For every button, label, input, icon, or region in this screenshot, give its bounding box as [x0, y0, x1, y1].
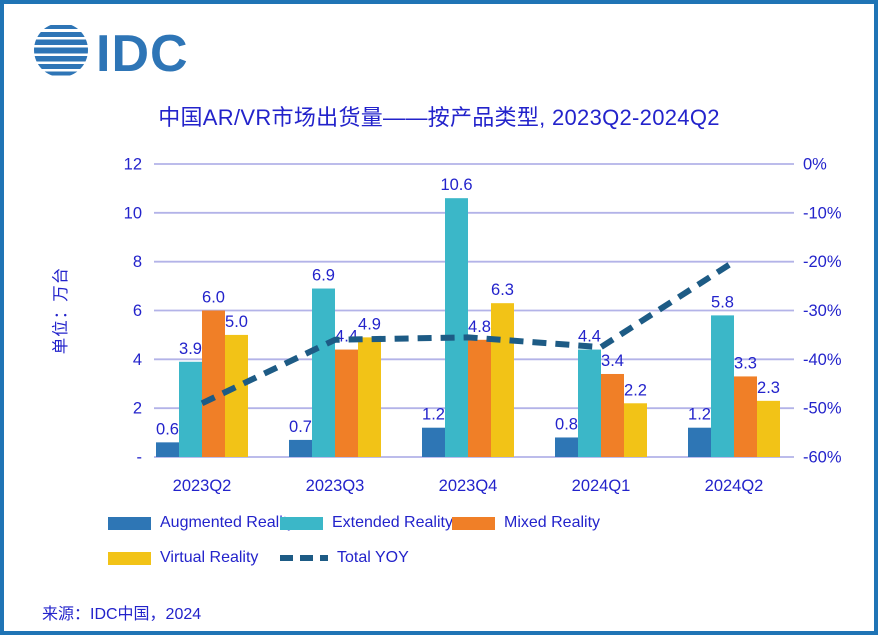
x-axis-label: 2023Q4	[439, 477, 498, 495]
y-left-tick: 6	[133, 302, 142, 320]
bar-extended-reality-2024Q2	[711, 315, 734, 457]
line-total-yoy	[200, 259, 736, 406]
bar-virtual-reality-2024Q1	[624, 403, 647, 457]
y-right-tick: -20%	[803, 253, 842, 271]
data-label-augmented-reality-2023Q3: 0.7	[289, 418, 312, 436]
bar-augmented-reality-2023Q3	[289, 439, 312, 457]
legend-dash-swatch	[280, 555, 328, 561]
bar-mixed-reality-2023Q4	[468, 339, 491, 457]
bar-augmented-reality-2024Q2	[688, 427, 711, 457]
y-left-tick: -	[137, 449, 143, 467]
data-label-augmented-reality-2023Q4: 1.2	[422, 406, 445, 424]
data-label-extended-reality-2024Q2: 5.8	[711, 293, 734, 311]
data-label-virtual-reality-2024Q1: 2.2	[624, 381, 647, 399]
legend-label: Extended Reality	[332, 514, 453, 531]
data-label-extended-reality-2023Q3: 6.9	[312, 267, 335, 285]
chart-plot-area: 12 0% 10 -10% 8 -20% 6 -30% 4 -40% 2 -50% - -60% 单位：万台…	[51, 156, 842, 496]
bar-virtual-reality-2024Q2	[757, 400, 780, 457]
y-left-tick: 8	[133, 253, 142, 271]
data-label-mixed-reality-2023Q2: 6.0	[202, 289, 225, 307]
globe-icon	[34, 25, 88, 76]
legend-color-swatch	[452, 516, 495, 530]
x-axis-label: 2024Q1	[572, 477, 631, 495]
data-label-virtual-reality-2023Q4: 6.3	[491, 281, 514, 299]
bar-virtual-reality-2023Q3	[358, 337, 381, 457]
bar-augmented-reality-2023Q4	[422, 427, 445, 457]
legend-label: Augmented Reality	[160, 514, 296, 531]
data-label-extended-reality-2023Q2: 3.9	[179, 340, 202, 358]
y-left-tick: 2	[133, 400, 142, 418]
logo-text: IDC	[96, 25, 189, 83]
bar-extended-reality-2024Q1	[578, 349, 601, 457]
bar-extended-reality-2023Q4	[445, 198, 468, 457]
bar-augmented-reality-2024Q1	[555, 437, 578, 457]
idc-logo: IDC	[34, 25, 189, 83]
bar-mixed-reality-2023Q2	[202, 310, 225, 457]
data-label-virtual-reality-2023Q2: 5.0	[225, 313, 248, 331]
data-label-extended-reality-2024Q1: 4.4	[578, 328, 601, 346]
data-label-augmented-reality-2024Q1: 0.8	[555, 415, 578, 433]
y-right-tick: -60%	[803, 449, 842, 467]
chart-legend: Augmented Reality Extended Reality Mixed R…	[108, 514, 600, 567]
legend-label: Virtual Reality	[160, 549, 259, 566]
bar-extended-reality-2023Q3	[312, 288, 335, 457]
legend-label: Mixed Reality	[504, 514, 601, 531]
y-right-tick: -30%	[803, 302, 842, 320]
y-right-tick: 0%	[803, 156, 827, 174]
data-label-mixed-reality-2024Q2: 3.3	[734, 354, 757, 372]
y-left-tick: 4	[133, 351, 142, 369]
legend-item-augmented-reality: Augmented Reality	[108, 514, 295, 532]
bar-virtual-reality-2023Q2	[225, 334, 248, 457]
legend-item-mixed-reality: Mixed Reality	[452, 514, 600, 532]
data-label-extended-reality-2023Q4: 10.6	[440, 176, 472, 194]
bar-virtual-reality-2023Q4	[491, 303, 514, 457]
x-axis-label: 2024Q2	[705, 477, 764, 495]
data-label-augmented-reality-2024Q2: 1.2	[688, 406, 711, 424]
legend-item-virtual-reality: Virtual Reality	[108, 549, 280, 567]
data-label-mixed-reality-2024Q1: 3.4	[601, 352, 624, 370]
legend-item-total-yoy: Total YOY	[280, 549, 452, 567]
x-axis-label: 2023Q3	[306, 477, 365, 495]
legend-item-extended-reality: Extended Reality	[280, 514, 453, 532]
y-left-tick: 12	[124, 156, 142, 174]
bar-extended-reality-2023Q2	[179, 361, 202, 457]
legend-color-swatch	[108, 551, 151, 565]
source-note: 来源：IDC中国，2024	[42, 606, 202, 623]
data-label-augmented-reality-2023Q2: 0.6	[156, 420, 179, 438]
y-right-tick: -10%	[803, 204, 842, 222]
y-right-tick: -40%	[803, 351, 842, 369]
data-label-mixed-reality-2023Q4: 4.8	[468, 318, 491, 336]
data-label-virtual-reality-2023Q3: 4.9	[358, 315, 381, 333]
y-left-tick: 10	[124, 204, 142, 222]
y-right-tick: -50%	[803, 400, 842, 418]
y-axis-title: 单位：万台	[51, 267, 70, 355]
chart-title: 中国AR/VR市场出货量——按产品类型, 2023Q2-2024Q2	[158, 105, 720, 130]
legend-color-swatch	[108, 516, 151, 530]
legend-color-swatch	[280, 516, 323, 530]
bar-augmented-reality-2023Q2	[156, 442, 179, 457]
legend-label: Total YOY	[337, 549, 409, 566]
bar-mixed-reality-2023Q3	[335, 349, 358, 457]
bar-mixed-reality-2024Q2	[734, 376, 757, 457]
data-label-virtual-reality-2024Q2: 2.3	[757, 379, 780, 397]
x-axis-label: 2023Q2	[173, 477, 232, 495]
bar-mixed-reality-2024Q1	[601, 373, 624, 457]
